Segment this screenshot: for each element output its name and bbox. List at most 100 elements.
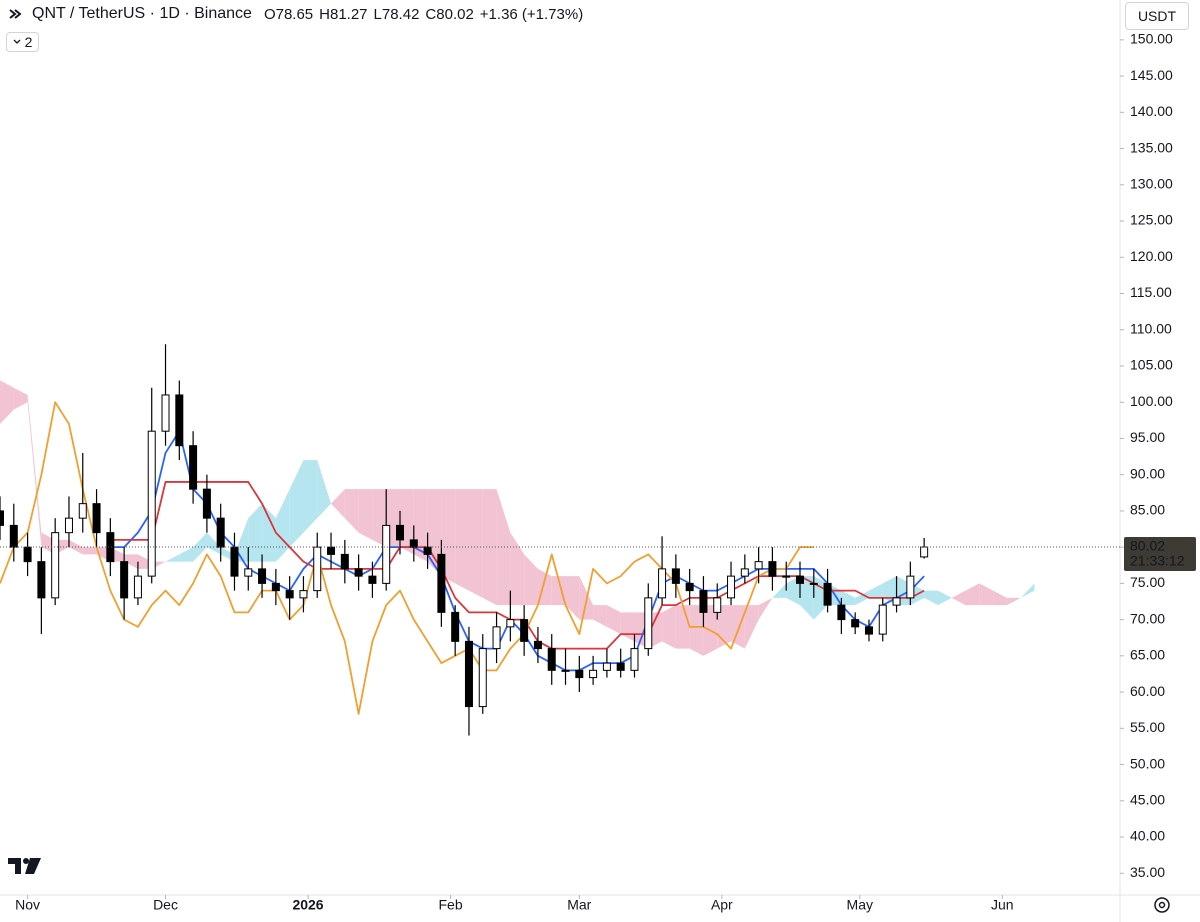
cloud-segment bbox=[13, 387, 28, 410]
candle-body bbox=[520, 619, 529, 642]
y-tick-label: 130.00 bbox=[1130, 176, 1173, 192]
candle-body bbox=[906, 575, 915, 599]
ohlc-high: H81.27 bbox=[319, 5, 368, 23]
cloud-segment bbox=[993, 590, 1007, 606]
candle-body bbox=[396, 524, 404, 541]
cloud-segment bbox=[841, 590, 856, 606]
candle-body bbox=[506, 619, 515, 628]
symbol-title[interactable]: QNT / TetherUS · 1D · Binance bbox=[32, 5, 252, 22]
candle-body bbox=[368, 575, 377, 584]
symbol-header: QNT / TetherUS · 1D · Binance O78.65 H81… bbox=[8, 5, 583, 23]
cloud-segment bbox=[965, 583, 980, 606]
ohlc-low: L78.42 bbox=[373, 5, 420, 23]
x-tick-label: Apr bbox=[711, 897, 733, 913]
settings-button[interactable] bbox=[1154, 897, 1170, 913]
cloud-segment bbox=[524, 554, 538, 606]
y-tick-label: 115.00 bbox=[1130, 284, 1172, 300]
cloud-segment bbox=[1020, 583, 1035, 598]
y-tick-label: 95.00 bbox=[1130, 429, 1165, 445]
candle-body bbox=[740, 568, 749, 577]
indicator-line bbox=[110, 430, 925, 672]
cloud-segment bbox=[855, 590, 869, 606]
cloud-segment bbox=[1006, 597, 1021, 606]
y-tick-label: 45.00 bbox=[1130, 791, 1165, 807]
y-tick-label: 55.00 bbox=[1130, 719, 1165, 735]
candle-body bbox=[437, 553, 446, 613]
candle-body bbox=[602, 662, 611, 671]
cloud-segment bbox=[248, 503, 263, 562]
cloud-segment bbox=[317, 460, 332, 519]
cloud-segment bbox=[331, 489, 345, 519]
symbol-icon bbox=[9, 9, 22, 19]
currency-label: USDT bbox=[1137, 8, 1177, 24]
cloud-segment bbox=[468, 489, 483, 598]
candle-body bbox=[133, 575, 142, 599]
candle-body bbox=[878, 604, 887, 635]
cloud-segment bbox=[179, 547, 194, 562]
candle-body bbox=[161, 394, 170, 432]
last-price-label: 80.02 bbox=[1130, 538, 1165, 554]
candle-body bbox=[837, 604, 846, 621]
candle-body bbox=[630, 648, 639, 671]
cloud-segment bbox=[662, 605, 676, 649]
candle-body bbox=[685, 582, 694, 592]
candle-body bbox=[864, 626, 873, 635]
cloud-segment bbox=[800, 576, 814, 620]
y-tick-label: 140.00 bbox=[1130, 103, 1173, 119]
y-tick-label: 65.00 bbox=[1130, 647, 1165, 663]
cloud-segment bbox=[606, 605, 621, 635]
x-tick-label: 2026 bbox=[292, 897, 323, 913]
candle-body bbox=[175, 394, 184, 447]
x-tick-label: Mar bbox=[567, 897, 591, 913]
cloud-segment bbox=[496, 489, 511, 606]
y-tick-label: 135.00 bbox=[1130, 139, 1173, 155]
y-tick-label: 110.00 bbox=[1130, 320, 1172, 336]
cloud-segment bbox=[675, 605, 690, 649]
currency-button[interactable]: USDT bbox=[1125, 2, 1189, 30]
candle-body bbox=[589, 669, 598, 679]
candle-body bbox=[120, 561, 129, 599]
candle-body bbox=[727, 575, 736, 599]
x-tick-label: May bbox=[847, 897, 873, 913]
candle-body bbox=[561, 669, 570, 672]
candle-body bbox=[575, 669, 584, 679]
candle-body bbox=[796, 575, 804, 584]
candle-body bbox=[768, 561, 777, 577]
candle-body bbox=[147, 430, 156, 577]
candle-body bbox=[644, 597, 653, 650]
cloud-segment bbox=[358, 489, 373, 540]
candle-body bbox=[699, 590, 708, 613]
candle-body bbox=[230, 546, 239, 577]
y-tick-label: 50.00 bbox=[1130, 755, 1165, 771]
candle-body bbox=[492, 626, 501, 650]
cloud-segment bbox=[689, 605, 704, 656]
cloud-segment bbox=[593, 605, 607, 627]
candle-body bbox=[533, 640, 542, 650]
cloud-segment bbox=[303, 460, 318, 533]
candle-body bbox=[0, 510, 4, 526]
y-tick-label: 105.00 bbox=[1130, 357, 1173, 373]
y-tick-label: 150.00 bbox=[1130, 31, 1173, 47]
candle-body bbox=[51, 532, 60, 599]
cloud-segment bbox=[744, 605, 759, 649]
candle-body bbox=[616, 662, 625, 671]
candle-body bbox=[258, 568, 267, 584]
cloud-segment bbox=[510, 532, 525, 606]
tv-logo bbox=[8, 858, 41, 874]
candle-body bbox=[271, 582, 280, 592]
candle-body bbox=[658, 568, 667, 599]
cloud-segment bbox=[951, 590, 966, 606]
candle-body bbox=[892, 597, 901, 606]
cloud-segment bbox=[0, 380, 14, 424]
indicators-toggle[interactable]: 2 bbox=[6, 32, 39, 52]
ohlc-open: O78.65 bbox=[263, 5, 314, 23]
cloud-segment bbox=[758, 597, 773, 620]
candle-body bbox=[23, 546, 32, 563]
last-price-box bbox=[1124, 537, 1196, 572]
chevron bbox=[13, 39, 21, 44]
ohlc-close: C80.02 bbox=[425, 5, 474, 23]
candle-body bbox=[78, 503, 87, 519]
cloud-segment bbox=[868, 583, 883, 598]
